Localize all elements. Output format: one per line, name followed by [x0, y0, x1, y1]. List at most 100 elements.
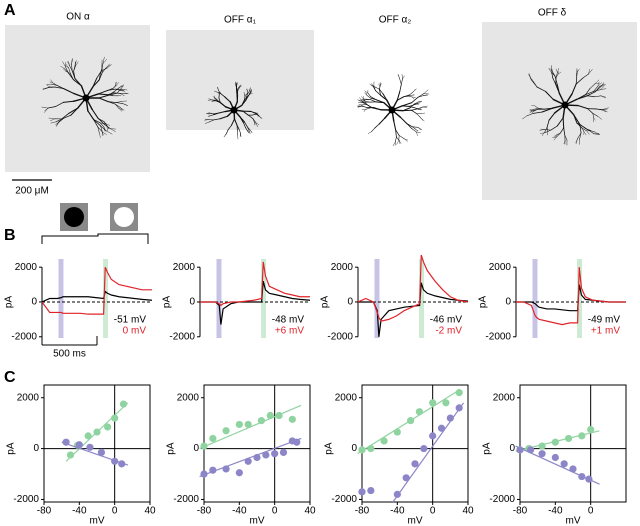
dendrite — [255, 122, 259, 125]
data-point — [244, 420, 252, 429]
dendrite — [548, 112, 556, 121]
legend-label: 0 mV — [123, 326, 147, 337]
dendrite — [423, 93, 430, 95]
dendrite — [529, 110, 534, 113]
dendrite — [409, 91, 414, 96]
dendrite — [416, 131, 421, 134]
dendrite — [96, 70, 102, 79]
dendrite — [91, 108, 99, 120]
dendrite — [363, 109, 366, 112]
dendrite — [100, 125, 103, 132]
dendrite — [581, 125, 586, 130]
x-tick-label: -40 — [232, 506, 247, 517]
data-point — [257, 417, 266, 425]
dendrite — [50, 83, 58, 86]
dendrite — [107, 64, 112, 69]
data-point — [446, 414, 454, 422]
dendrite — [562, 117, 565, 129]
dendrite — [364, 100, 371, 103]
dendrite — [408, 94, 413, 97]
dendrite — [548, 68, 552, 73]
dendrite — [254, 121, 256, 125]
dendrite — [361, 98, 366, 102]
data-point — [585, 475, 593, 483]
dendrite — [581, 127, 585, 133]
dendrite — [239, 84, 241, 88]
dendrite — [48, 106, 56, 109]
dendrite — [411, 109, 418, 115]
dendrite — [576, 122, 583, 127]
y-axis-label: pA — [166, 442, 177, 455]
dendrite — [366, 98, 371, 100]
dendrite — [247, 126, 250, 131]
data-point — [393, 428, 401, 436]
dendrite — [115, 103, 121, 108]
dendrite — [113, 92, 121, 94]
dendrite — [372, 106, 382, 111]
data-point — [118, 460, 126, 468]
plot-frame — [361, 384, 469, 503]
dendrite — [102, 56, 105, 64]
dendrite — [358, 104, 363, 106]
dendrite — [44, 107, 50, 111]
legend-label: +6 mV — [275, 326, 305, 337]
dendrite — [586, 130, 590, 135]
dendrite — [358, 100, 363, 103]
dendrite — [244, 94, 246, 98]
dendrite — [103, 121, 108, 127]
dendrite — [557, 68, 559, 73]
dendrite — [555, 134, 557, 138]
dendrite — [575, 138, 578, 143]
dendrite — [408, 95, 413, 98]
y-tick-label: 2000 — [489, 262, 512, 273]
dendrite — [363, 96, 365, 100]
dendrite — [601, 108, 608, 111]
dendrite — [533, 108, 538, 112]
y-tick-label: 0 — [347, 297, 353, 308]
dendrite — [399, 116, 408, 125]
dendrite — [399, 83, 402, 93]
dendrite — [208, 119, 215, 123]
dendrite — [246, 90, 250, 95]
dendrite — [531, 110, 535, 114]
dendrite — [563, 127, 566, 136]
dendrite — [208, 112, 212, 114]
data-point — [111, 414, 119, 422]
x-tick-label: -40 — [548, 506, 563, 517]
data-point — [564, 434, 573, 443]
y-tick-label: 0 — [31, 297, 37, 308]
dendrite — [121, 89, 128, 91]
dendrite — [579, 132, 582, 140]
y-tick-label: 2000 — [331, 262, 354, 273]
x-axis-label: mV — [250, 516, 265, 526]
dendrite — [107, 94, 114, 97]
data-point — [111, 457, 119, 465]
dendrite — [116, 100, 123, 103]
data-point — [86, 443, 94, 451]
dendrite — [243, 122, 246, 129]
dendrite — [538, 107, 545, 110]
data-point — [406, 417, 415, 425]
dendrite — [97, 118, 106, 126]
data-point — [358, 446, 366, 454]
y-tick-label: 0 — [33, 443, 39, 454]
dendrite — [533, 107, 539, 110]
dendrite — [71, 59, 73, 65]
dendrite — [571, 83, 577, 95]
dendrite — [359, 97, 363, 102]
trace — [358, 282, 469, 337]
dendrite — [55, 102, 64, 107]
dendrite — [120, 85, 124, 89]
dendrite — [120, 89, 125, 91]
dendrite — [62, 100, 74, 103]
dendrite — [368, 107, 374, 109]
dendrite — [413, 89, 416, 92]
dendrite — [416, 102, 419, 105]
dendrite — [215, 98, 219, 102]
dendrite — [237, 87, 240, 92]
x-tick-label: 40 — [462, 506, 474, 517]
dendrite — [105, 123, 111, 126]
dendrite — [408, 105, 415, 109]
dendrite — [63, 114, 72, 119]
dendrite — [92, 77, 98, 88]
